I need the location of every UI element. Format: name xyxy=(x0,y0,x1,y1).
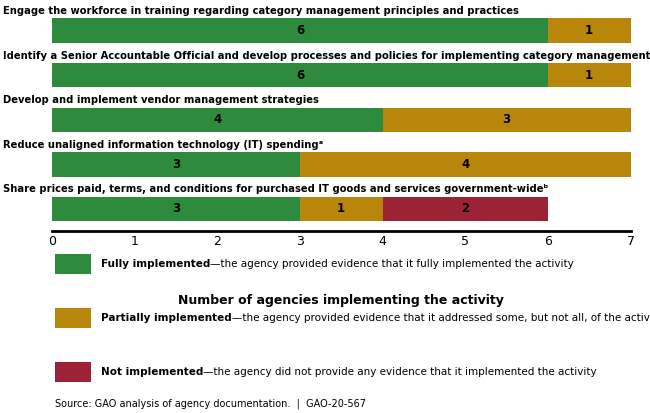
Text: Source: GAO analysis of agency documentation.  |  GAO-20-567: Source: GAO analysis of agency documenta… xyxy=(55,399,366,409)
Text: Share prices paid, terms, and conditions for purchased IT goods and services gov: Share prices paid, terms, and conditions… xyxy=(3,185,548,195)
Text: Partially implemented: Partially implemented xyxy=(101,313,231,323)
Text: 1: 1 xyxy=(585,69,593,82)
Text: 6: 6 xyxy=(296,24,304,37)
Text: Identify a Senior Accountable Official and develop processes and policies for im: Identify a Senior Accountable Official a… xyxy=(3,51,650,61)
Text: Reduce unaligned information technology (IT) spendingᵃ: Reduce unaligned information technology … xyxy=(3,140,323,150)
Text: Not implemented: Not implemented xyxy=(101,367,203,377)
Text: 2: 2 xyxy=(461,202,469,216)
Text: Engage the workforce in training regarding category management principles and pr: Engage the workforce in training regardi… xyxy=(3,6,519,16)
Bar xyxy=(300,152,630,177)
Text: 3: 3 xyxy=(172,158,180,171)
Bar xyxy=(548,18,630,43)
Text: —the agency did not provide any evidence that it implemented the activity: —the agency did not provide any evidence… xyxy=(203,367,597,377)
Text: 6: 6 xyxy=(296,69,304,82)
Bar xyxy=(383,197,548,221)
Bar xyxy=(383,107,630,132)
Text: Fully implemented: Fully implemented xyxy=(101,259,210,269)
Text: —the agency provided evidence that it addressed some, but not all, of the activi: —the agency provided evidence that it ad… xyxy=(231,313,650,323)
Text: Develop and implement vendor management strategies: Develop and implement vendor management … xyxy=(3,95,318,105)
Text: 3: 3 xyxy=(502,113,511,126)
Bar xyxy=(548,63,630,88)
Bar xyxy=(52,152,300,177)
Bar xyxy=(52,63,548,88)
Text: Number of agencies implementing the activity: Number of agencies implementing the acti… xyxy=(178,294,504,307)
Bar xyxy=(52,197,300,221)
Bar xyxy=(300,197,383,221)
Text: 4: 4 xyxy=(213,113,222,126)
Text: 4: 4 xyxy=(461,158,469,171)
Bar xyxy=(52,107,383,132)
Text: —the agency provided evidence that it fully implemented the activity: —the agency provided evidence that it fu… xyxy=(210,259,574,269)
Text: 1: 1 xyxy=(337,202,345,216)
Bar xyxy=(52,18,548,43)
Text: 3: 3 xyxy=(172,202,180,216)
Text: 1: 1 xyxy=(585,24,593,37)
